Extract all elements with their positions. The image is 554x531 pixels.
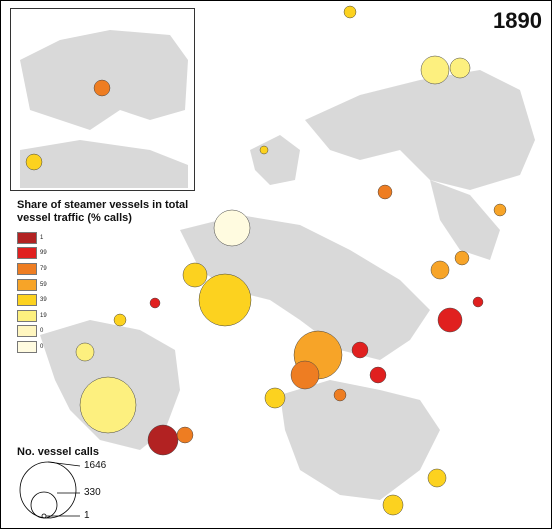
legend-swatch [17, 325, 37, 338]
port-circle [264, 387, 286, 409]
legend-swatch [17, 340, 37, 353]
landmass-central-america [430, 180, 500, 260]
port-circle [149, 297, 161, 309]
port-circle [93, 79, 111, 97]
port-circle [79, 376, 137, 434]
landmass-eurasia [180, 215, 430, 360]
legend-class-label: 1 [40, 234, 44, 241]
port-circle [437, 307, 463, 333]
port-circle [449, 57, 471, 79]
legend-class-row: 39 [17, 292, 47, 308]
share-legend-title: Share of steamer vessels in total vessel… [17, 199, 189, 224]
landmass-australia [280, 380, 440, 500]
legend-swatch [17, 309, 37, 322]
port-circle [176, 426, 194, 444]
inset-north-africa [20, 140, 188, 188]
legend-swatch [17, 294, 37, 307]
legend-class-label: 0 [40, 343, 44, 350]
port-circle [454, 250, 470, 266]
port-circle [493, 203, 507, 217]
port-circle [290, 360, 320, 390]
calls-legend-title: No. vessel calls [17, 446, 99, 458]
calls-value-large: 1646 [84, 460, 107, 471]
port-circle [377, 184, 393, 200]
legend-class-label: 39 [40, 297, 47, 304]
port-circles [25, 5, 507, 516]
port-circle [333, 388, 347, 402]
port-circle [213, 209, 251, 247]
port-circle [430, 260, 450, 280]
legend-class-row: 79 [17, 261, 47, 277]
landmass-north-america [305, 70, 535, 190]
legend-class-label: 99 [40, 250, 47, 257]
port-circle [420, 55, 450, 85]
port-circle [427, 468, 447, 488]
legend-class-row: 0 [17, 339, 47, 355]
calls-size-legend [19, 461, 81, 519]
legend-class-label: 59 [40, 281, 47, 288]
legend-class-label: 0 [40, 328, 44, 335]
port-circle [369, 366, 387, 384]
legend-class-row: 19 [17, 308, 47, 324]
port-circle [351, 341, 369, 359]
port-circle [382, 494, 404, 516]
port-circle [25, 153, 43, 171]
legend-class-row: 1 [17, 230, 47, 246]
landmass-se-asia [250, 135, 300, 185]
legend-swatch [17, 278, 37, 291]
port-circle [259, 145, 269, 155]
calls-value-small: 1 [84, 510, 90, 521]
legend-class-row: 99 [17, 246, 47, 262]
legend-class-row: 59 [17, 277, 47, 293]
calls-circle-1646 [19, 461, 77, 519]
port-circle [147, 424, 179, 456]
share-legend-swatches: 1 99 79 59 39 19 0 0 [17, 230, 47, 355]
legend-swatch [17, 231, 37, 244]
legend-class-label: 79 [40, 265, 47, 272]
legend-class-row: 0 [17, 324, 47, 340]
year-label: 1890 [493, 8, 542, 33]
legend-swatch [17, 262, 37, 275]
calls-value-medium: 330 [84, 487, 101, 498]
legend-class-label: 19 [40, 312, 47, 319]
inset-map-box [10, 8, 195, 191]
port-circle [75, 342, 95, 362]
port-circle [343, 5, 357, 19]
legend-swatch [17, 247, 37, 260]
port-circle [472, 296, 484, 308]
port-circle [113, 313, 127, 327]
port-circle [182, 262, 208, 288]
port-circle [198, 273, 252, 327]
